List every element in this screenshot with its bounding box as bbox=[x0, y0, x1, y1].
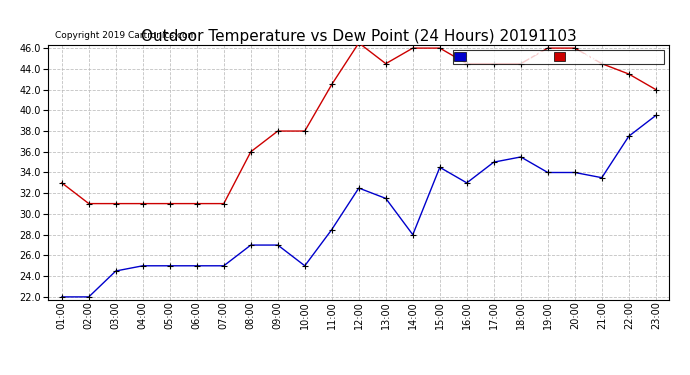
Text: Copyright 2019 Cartronics.com: Copyright 2019 Cartronics.com bbox=[55, 31, 196, 40]
Title: Outdoor Temperature vs Dew Point (24 Hours) 20191103: Outdoor Temperature vs Dew Point (24 Hou… bbox=[141, 29, 577, 44]
Legend: Dew Point (°F), Temperature (°F): Dew Point (°F), Temperature (°F) bbox=[453, 50, 664, 64]
